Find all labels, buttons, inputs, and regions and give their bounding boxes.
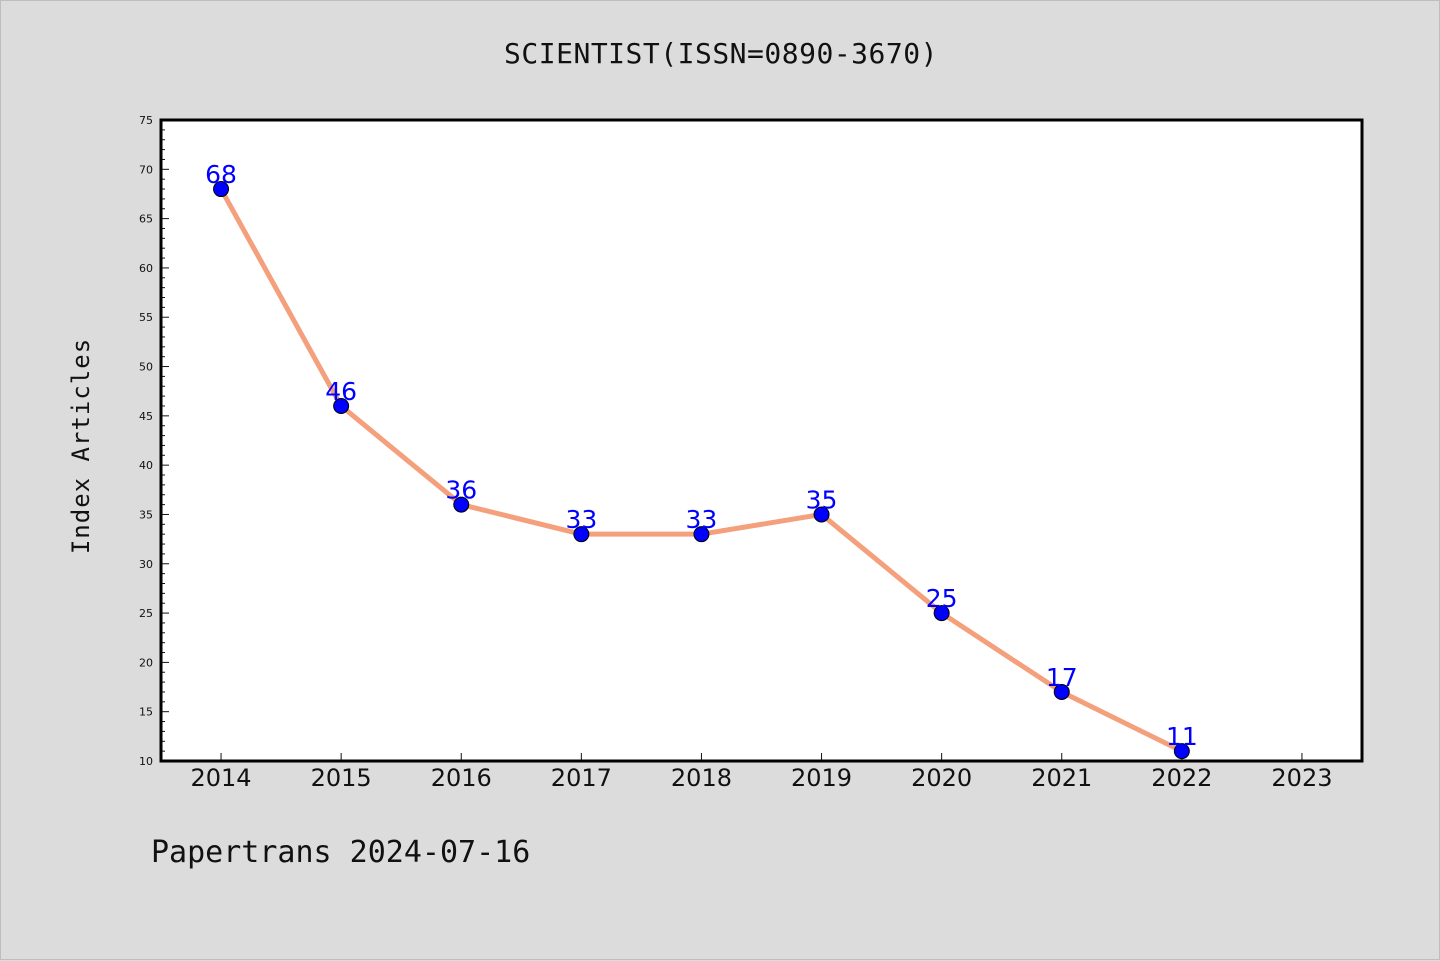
y-tick-label: 55	[139, 311, 153, 324]
x-tick-label: 2016	[431, 764, 492, 792]
data-label: 33	[565, 505, 597, 534]
data-label: 33	[686, 505, 718, 534]
y-tick-label: 15	[139, 706, 153, 719]
y-tick-label: 20	[139, 656, 153, 669]
data-label: 11	[1166, 722, 1198, 751]
footer-watermark: Papertrans 2024-07-16	[151, 835, 531, 870]
data-point	[1173, 743, 1190, 760]
data-label: 17	[1046, 663, 1078, 692]
y-tick-label: 45	[139, 410, 153, 423]
y-tick-label: 65	[139, 213, 153, 226]
data-label: 46	[325, 377, 357, 406]
chart-title: SCIENTIST(ISSN=0890-3670)	[504, 37, 938, 70]
plot-border	[159, 118, 1364, 763]
x-tick-label: 2017	[551, 764, 612, 792]
x-tick-label: 2014	[191, 764, 252, 792]
x-tick-label: 2022	[1151, 764, 1212, 792]
data-point	[333, 397, 350, 414]
data-point	[453, 496, 470, 513]
data-point	[1053, 683, 1070, 700]
data-label: 68	[205, 160, 237, 189]
x-tick-label: 2020	[911, 764, 972, 792]
x-tick-label: 2021	[1031, 764, 1092, 792]
x-tick-label: 2019	[791, 764, 852, 792]
y-tick-label: 60	[139, 262, 153, 275]
y-tick-label: 40	[139, 459, 153, 472]
plot-area	[161, 120, 1362, 761]
data-point	[213, 181, 230, 198]
data-label: 35	[806, 485, 838, 514]
y-tick-label: 35	[139, 508, 153, 521]
y-tick-label: 50	[139, 361, 153, 374]
y-tick-label: 70	[139, 163, 153, 176]
y-tick-label: 25	[139, 607, 153, 620]
x-tick-label: 2023	[1271, 764, 1332, 792]
y-tick-label: 75	[139, 114, 153, 127]
data-point	[693, 526, 710, 543]
data-point	[933, 605, 950, 622]
data-point	[813, 506, 830, 523]
x-tick-label: 2018	[671, 764, 732, 792]
data-label: 25	[926, 584, 958, 613]
y-tick-label: 10	[139, 755, 153, 768]
data-label: 36	[445, 476, 477, 505]
x-tick-label: 2015	[311, 764, 372, 792]
y-tick-label: 30	[139, 558, 153, 571]
data-point	[573, 526, 590, 543]
